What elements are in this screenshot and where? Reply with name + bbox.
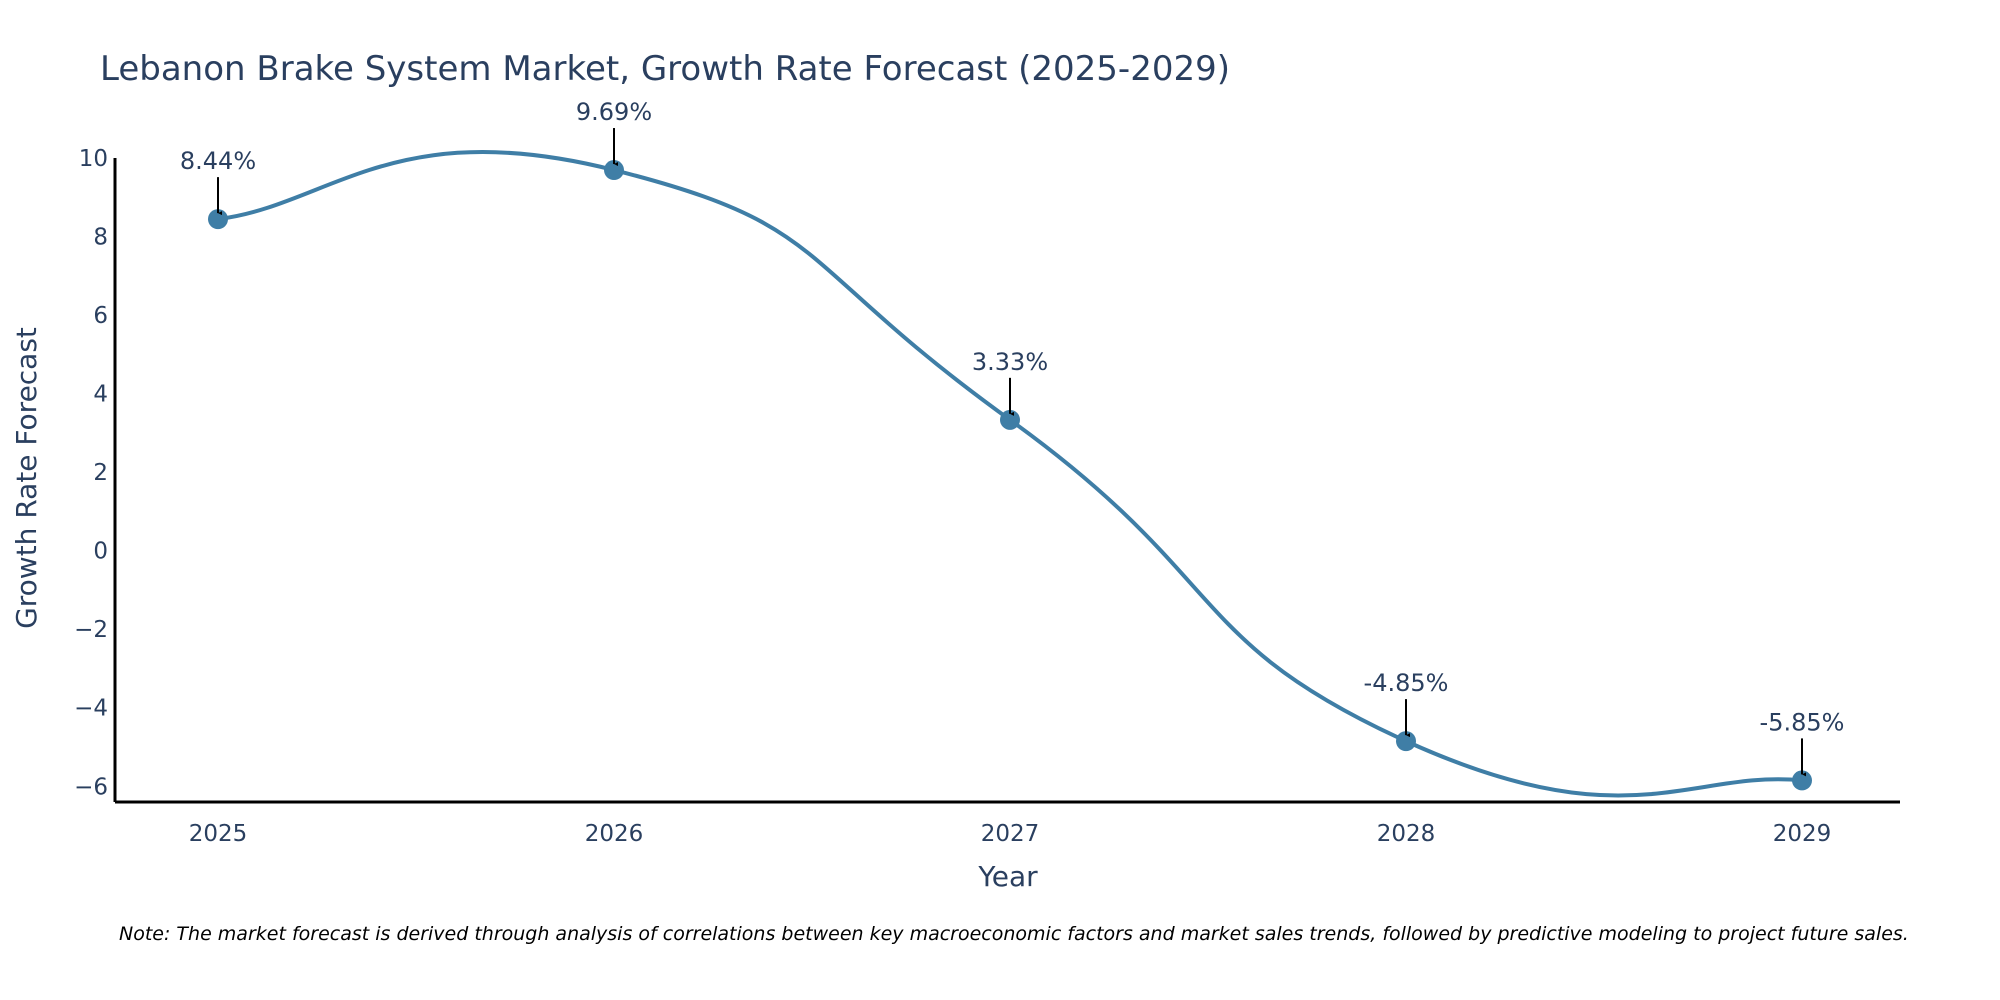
x-tick-label: 2026 bbox=[585, 821, 644, 847]
x-axis-title: Year bbox=[977, 860, 1038, 893]
y-tick-label: 2 bbox=[93, 460, 108, 486]
y-axis-title: Growth Rate Forecast bbox=[10, 327, 43, 629]
data-annotations: 8.44% 9.69% 3.33% -4.85% -5.85% bbox=[180, 98, 1845, 777]
data-label: -5.85% bbox=[1760, 708, 1845, 736]
x-tick-label: 2029 bbox=[1773, 821, 1832, 847]
x-axis-ticks: 2025 2026 2027 2028 2029 bbox=[189, 821, 1832, 847]
y-tick-label: 4 bbox=[93, 382, 108, 408]
data-label: -4.85% bbox=[1364, 669, 1449, 697]
y-tick-label: 0 bbox=[93, 539, 108, 565]
data-label: 3.33% bbox=[972, 348, 1048, 376]
chart-title: Lebanon Brake System Market, Growth Rate… bbox=[100, 49, 1230, 89]
data-point bbox=[1396, 731, 1416, 752]
data-point bbox=[604, 160, 624, 181]
x-tick-label: 2027 bbox=[981, 821, 1040, 847]
footnote: Note: The market forecast is derived thr… bbox=[119, 923, 1909, 945]
x-tick-label: 2028 bbox=[1377, 821, 1436, 847]
series-line bbox=[217, 149, 1803, 798]
y-tick-label: 8 bbox=[93, 224, 108, 250]
data-label: 9.69% bbox=[576, 98, 652, 126]
y-tick-label: −6 bbox=[74, 774, 108, 800]
y-tick-label: 10 bbox=[79, 146, 108, 172]
data-point bbox=[1792, 770, 1812, 791]
data-label: 8.44% bbox=[180, 147, 256, 175]
y-tick-label: −2 bbox=[74, 617, 108, 643]
y-axis-ticks: 10 8 6 4 2 0 −2 −4 −6 bbox=[74, 146, 108, 800]
data-point bbox=[1000, 409, 1020, 430]
y-tick-label: 6 bbox=[93, 303, 108, 329]
data-point bbox=[208, 209, 228, 230]
data-markers bbox=[208, 160, 1812, 791]
x-tick-label: 2025 bbox=[189, 821, 248, 847]
y-tick-label: −4 bbox=[74, 696, 108, 722]
